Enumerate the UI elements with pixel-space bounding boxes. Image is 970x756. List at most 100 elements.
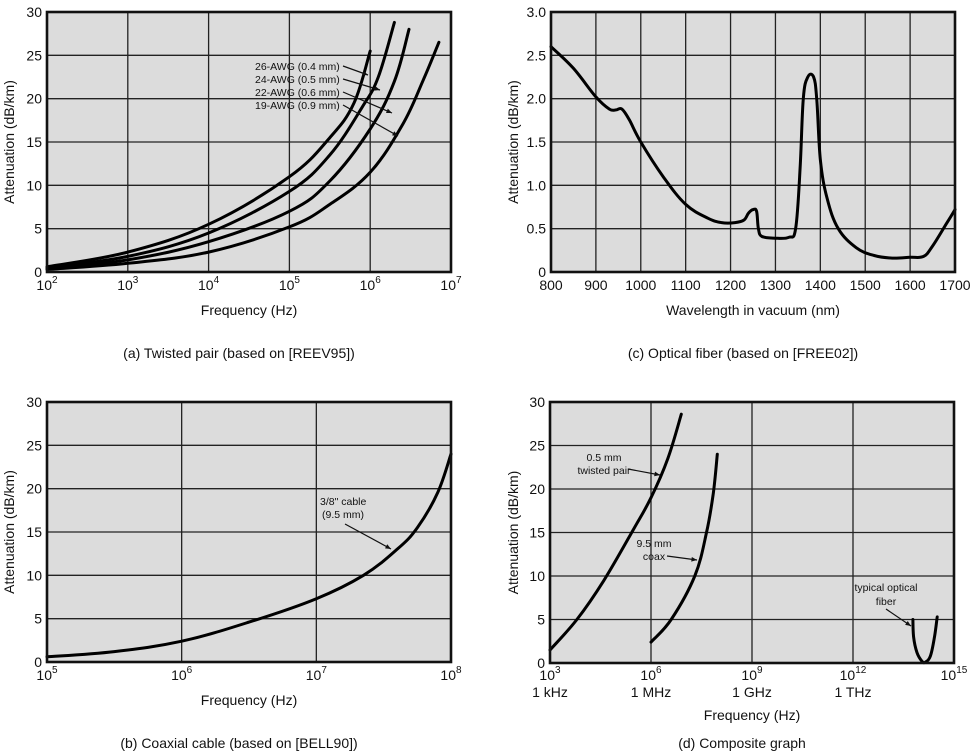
annotation-arrow-head	[386, 108, 392, 113]
annotation-arrow	[344, 523, 392, 550]
series-line	[45, 20, 396, 270]
plot-frame	[549, 10, 957, 274]
series-line	[649, 452, 719, 644]
y-tick-label: 20	[26, 481, 42, 497]
x-tick-label: 109	[741, 665, 763, 683]
series-annotation: twisted pair	[577, 465, 631, 477]
x-tick-label: 1012	[840, 665, 867, 683]
chart-caption: (d) Composite graph	[678, 735, 806, 751]
x-tick-label: 106	[171, 665, 193, 683]
series-annotation: 0.5 mm	[586, 452, 621, 464]
series-annotation: (9.5 mm)	[322, 509, 364, 521]
series-line	[45, 49, 372, 269]
x-tick-label: 1400	[805, 277, 836, 293]
annotation-arrow-head	[385, 544, 391, 549]
y-tick-label: 10	[26, 567, 42, 583]
series-annotation: 3/8" cable	[320, 496, 367, 508]
annotation-arrow-head	[905, 620, 911, 626]
plot-frame	[45, 400, 453, 664]
series-line	[45, 40, 441, 271]
x-axis-label: Frequency (Hz)	[201, 302, 297, 318]
y-tick-label: 2.0	[527, 91, 547, 107]
annotation-arrow-head	[374, 86, 380, 91]
y-tick-label: 3.0	[527, 4, 547, 20]
y-axis-label: Attenuation (dB/km)	[1, 80, 17, 204]
series-annotation: 9.5 mm	[636, 538, 671, 550]
y-tick-label: 10	[529, 568, 545, 584]
annotation-arrow-head	[362, 70, 368, 76]
series-line	[45, 27, 411, 270]
x-tick-label: 106	[640, 665, 662, 683]
x-tick-label: 1300	[760, 277, 791, 293]
y-tick-label: 25	[26, 437, 42, 453]
y-tick-label: 10	[26, 177, 42, 193]
x-tick-label: 107	[306, 665, 328, 683]
plot-frame	[548, 400, 956, 665]
y-tick-label: 15	[529, 525, 545, 541]
series-annotation: fiber	[876, 596, 897, 608]
x-tick-label: 105	[36, 665, 58, 683]
series-line	[549, 45, 957, 260]
annotation-arrow-head	[392, 131, 398, 136]
y-axis-label: Attenuation (dB/km)	[505, 471, 521, 595]
y-axis-label: Attenuation (dB/km)	[505, 80, 521, 204]
x-tick-label: 1000	[625, 277, 656, 293]
y-tick-label: 5	[34, 611, 42, 627]
x-tick-label: 1200	[715, 277, 746, 293]
x-axis-label: Wavelength in vacuum (nm)	[666, 302, 840, 318]
x-tick-label: 105	[279, 275, 301, 293]
series-line	[548, 412, 683, 652]
y-tick-label: 15	[26, 134, 42, 150]
series-annotation: 24-AWG (0.5 mm)	[255, 74, 340, 86]
series-annotation: coax	[643, 551, 666, 563]
annotation-arrow	[342, 78, 381, 91]
y-axis-label: Attenuation (dB/km)	[1, 470, 17, 594]
x-tick-label: 102	[36, 275, 58, 293]
x-tick-label: 1100	[671, 277, 701, 293]
y-tick-label: 5	[34, 221, 42, 237]
y-tick-label: 0	[34, 264, 42, 280]
x-tick-label: 1600	[895, 277, 926, 293]
series-annotation: 19-AWG (0.9 mm)	[255, 100, 340, 112]
y-tick-label: 0	[537, 655, 545, 671]
y-tick-label: 2.5	[527, 47, 547, 63]
x-tick-sublabel: 1 MHz	[631, 684, 671, 700]
chart-caption: (a) Twisted pair (based on [REEV95])	[123, 345, 355, 361]
plot-frame	[45, 10, 453, 274]
y-tick-label: 30	[26, 394, 42, 410]
y-tick-label: 20	[529, 481, 545, 497]
y-tick-label: 0.5	[527, 221, 547, 237]
x-tick-label: 103	[117, 275, 139, 293]
x-tick-label: 1700	[939, 277, 970, 293]
x-tick-sublabel: 1 kHz	[532, 684, 568, 700]
y-tick-label: 15	[26, 524, 42, 540]
x-tick-label: 1015	[941, 665, 968, 683]
annotation-arrow	[342, 91, 393, 114]
x-tick-label: 108	[440, 665, 462, 683]
chart-a: 0 5 10 15 20 25 30 102 103 104 105 106 107 Frequency …	[1, 4, 462, 361]
series-annotation: 26-AWG (0.4 mm)	[255, 61, 340, 73]
x-tick-sublabel: 1 GHz	[732, 684, 772, 700]
series-annotation: typical optical	[854, 582, 917, 594]
x-axis-label: Frequency (Hz)	[201, 692, 297, 708]
y-tick-label: 0	[538, 264, 546, 280]
chart-c: 0 0.5 1.0 1.5 2.0 2.5 3.0 800 900 1000 1100 1200 130…	[505, 4, 970, 361]
chart-caption: (c) Optical fiber (based on [FREE02])	[628, 345, 858, 361]
y-tick-label: 20	[26, 91, 42, 107]
annotation-arrow-head	[691, 556, 697, 562]
x-tick-label: 103	[539, 665, 561, 683]
y-tick-label: 25	[529, 438, 545, 454]
x-tick-label: 104	[198, 275, 220, 293]
y-tick-label: 25	[26, 47, 42, 63]
y-tick-label: 0	[34, 654, 42, 670]
chart-caption: (b) Coaxial cable (based on [BELL90])	[120, 735, 357, 751]
y-tick-label: 30	[529, 394, 545, 410]
chart-b: 0 5 10 15 20 25 30 105 106 107 108 Frequency (Hz) At…	[1, 394, 462, 751]
x-tick-label: 1500	[850, 277, 881, 293]
series-line	[45, 452, 453, 659]
x-tick-label: 800	[539, 277, 563, 293]
x-tick-label: 107	[440, 275, 462, 293]
series-annotation: 22-AWG (0.6 mm)	[255, 87, 340, 99]
annotation-arrow-head	[654, 471, 660, 477]
